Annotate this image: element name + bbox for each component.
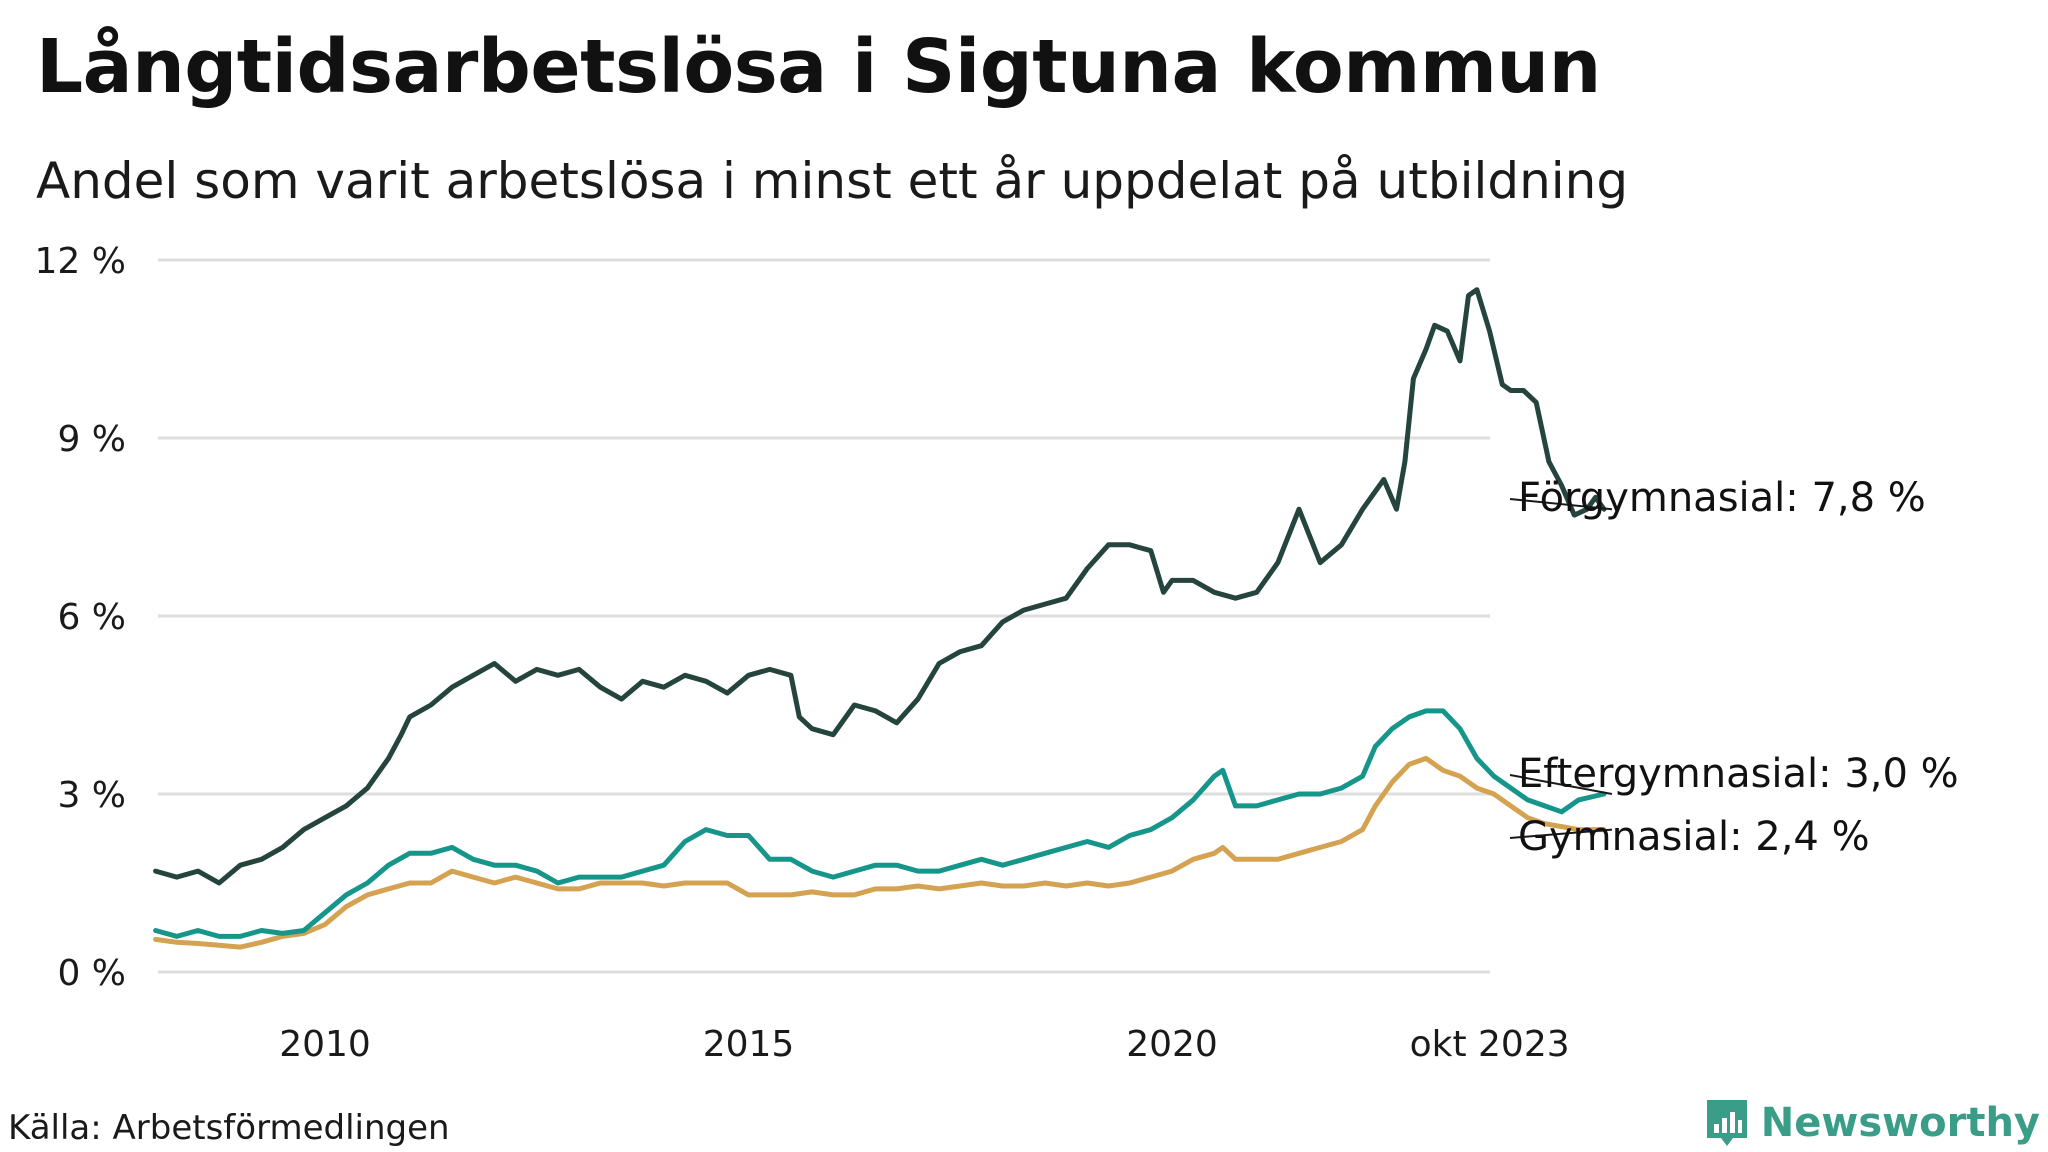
series-label-förgymnasial: Förgymnasial: 7,8 % (1518, 475, 1926, 521)
newsworthy-logo: Newsworthy (1705, 1098, 2040, 1148)
series-labels: Förgymnasial: 7,8 % Eftergymnasial: 3,0 %… (1509, 475, 1959, 860)
y-axis-tick-labels: 0 % 3 % 6 % 9 % 12 % (35, 241, 126, 994)
series-label-leader (1509, 774, 1613, 795)
series-line-eftergymnasial (153, 708, 1607, 939)
gridlines (158, 258, 1490, 974)
chart-subtitle: Andel som varit arbetslösa i minst ett å… (36, 152, 1629, 210)
series-line-gymnasial (153, 755, 1607, 950)
y-tick-label: 6 % (57, 597, 126, 638)
chart-title: Långtidsarbetslösa i Sigtuna kommun (36, 24, 1601, 110)
y-tick-label: 12 % (35, 241, 126, 282)
x-tick-label: 2020 (1126, 1024, 1218, 1065)
bar-chart-logo-icon (1706, 1100, 1747, 1146)
series-label-leader (1509, 828, 1613, 839)
y-tick-label: 3 % (57, 775, 126, 816)
brand-name: Newsworthy (1760, 1100, 2040, 1146)
x-tick-label: okt 2023 (1410, 1024, 1570, 1065)
source-note: Källa: Arbetsförmedlingen (8, 1108, 450, 1148)
y-tick-label: 0 % (57, 953, 126, 994)
line-chart: 0 % 3 % 6 % 9 % 12 % 2010 2015 2020 okt 2023 Fö… (35, 241, 1959, 1065)
x-axis-tick-labels: 2010 2015 2020 okt 2023 (279, 1024, 1569, 1065)
series-label-gymnasial: Gymnasial: 2,4 % (1518, 814, 1870, 860)
series-line-förgymnasial (153, 287, 1607, 886)
series-label-leader (1509, 498, 1613, 511)
x-tick-label: 2010 (279, 1024, 371, 1065)
y-tick-label: 9 % (57, 419, 126, 460)
series-label-eftergymnasial: Eftergymnasial: 3,0 % (1518, 751, 1959, 797)
series-lines (153, 287, 1607, 950)
x-tick-label: 2015 (703, 1024, 795, 1065)
